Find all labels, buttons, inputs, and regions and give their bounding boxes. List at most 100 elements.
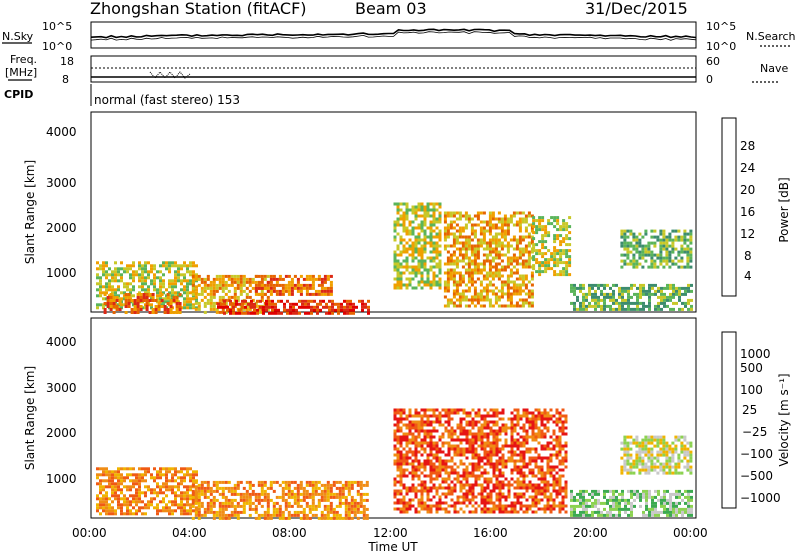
heatmap-cell (302, 492, 306, 496)
heatmap-cell (632, 462, 636, 466)
heatmap-cell (648, 492, 651, 496)
heatmap-cell (480, 510, 484, 514)
heatmap-cell (429, 441, 433, 445)
heatmap-cell (172, 311, 176, 314)
heatmap-cell (537, 489, 541, 493)
heatmap-cell (623, 229, 627, 233)
heatmap-cell (552, 429, 556, 433)
heatmap-cell (443, 214, 447, 218)
heatmap-cell (492, 501, 496, 505)
heatmap-cell (485, 244, 489, 248)
heatmap-cell (96, 467, 99, 471)
heatmap-cell (588, 292, 591, 296)
heatmap-cell (677, 235, 681, 239)
heatmap-cell (340, 302, 343, 306)
heatmap-cell (642, 292, 645, 296)
heatmap-cell (521, 211, 525, 215)
heatmap-cell (447, 450, 451, 454)
heatmap-cell (553, 270, 557, 274)
heatmap-cell (498, 510, 502, 514)
heatmap-cell (464, 241, 468, 245)
heatmap-cell (630, 295, 633, 299)
heatmap-cell (462, 486, 466, 490)
heatmap-cell (215, 277, 219, 281)
heatmap-cell (194, 292, 198, 296)
heatmap-cell (538, 261, 542, 265)
heatmap-cell (308, 277, 312, 281)
heatmap-cell (423, 235, 427, 239)
heatmap-cell (114, 276, 117, 280)
heatmap-cell (543, 477, 547, 481)
heatmap-cell (663, 507, 666, 511)
heatmap-cell (473, 280, 477, 284)
heatmap-cell (471, 471, 475, 475)
heatmap-cell (549, 471, 553, 475)
heatmap-cell (473, 244, 477, 248)
heatmap-cell (251, 483, 255, 487)
heatmap-cell (615, 495, 618, 499)
heatmap-cell (263, 513, 267, 517)
heatmap-cell (153, 491, 156, 495)
heatmap-cell (519, 474, 523, 478)
heatmap-cell (114, 485, 117, 489)
heatmap-cell (559, 258, 563, 262)
heatmap-cell (522, 453, 526, 457)
heatmap-cell (138, 285, 141, 289)
heatmap-cell (402, 226, 406, 230)
heatmap-cell (197, 486, 201, 490)
heatmap-cell (461, 280, 465, 284)
heatmap-cell (512, 253, 516, 257)
heatmap-cell (452, 250, 456, 254)
heatmap-cell (534, 447, 538, 451)
heatmap-cell (468, 423, 472, 427)
heatmap-cell (420, 465, 424, 469)
heatmap-cell (399, 501, 403, 505)
heatmap-cell (531, 486, 535, 490)
heatmap-cell (420, 453, 424, 457)
heatmap-cell (221, 280, 225, 284)
heatmap-cell (209, 286, 213, 290)
heatmap-cell (606, 283, 609, 287)
heatmap-cell (538, 273, 542, 277)
heatmap-cell (455, 247, 459, 251)
heatmap-cell (177, 485, 180, 489)
heatmap-cell (579, 498, 582, 502)
heatmap-cell (350, 483, 354, 487)
heatmap-cell (452, 283, 456, 287)
heatmap-cell (269, 280, 273, 284)
heatmap-cell (453, 504, 457, 508)
heatmap-cell (120, 512, 123, 516)
heatmap-cell (453, 510, 457, 514)
heatmap-cell (555, 483, 559, 487)
heatmap-cell (677, 229, 681, 233)
heatmap-cell (582, 304, 585, 308)
heatmap-cell (310, 308, 313, 312)
heatmap-cell (606, 304, 609, 308)
heatmap-cell (476, 271, 480, 275)
heatmap-cell (675, 292, 678, 296)
heatmap-cell (582, 301, 585, 305)
heatmap-cell (653, 244, 657, 248)
heatmap-cell (624, 307, 627, 311)
heatmap-cell (555, 417, 559, 421)
heatmap-cell (177, 488, 180, 492)
heatmap-cell (245, 295, 249, 299)
heatmap-cell (420, 426, 424, 430)
heatmap-cell (474, 420, 478, 424)
heatmap-cell (447, 414, 451, 418)
heatmap-cell (426, 507, 430, 511)
heatmap-cell (349, 305, 352, 309)
heatmap-cell (620, 241, 624, 245)
noise-panel: N.Sky 10^5 10^0 10^5 10^0 N.Search (2, 20, 796, 53)
heatmap-cell (638, 253, 642, 257)
heatmap-cell (332, 510, 336, 514)
heatmap-cell (411, 253, 415, 257)
heatmap-cell (444, 468, 448, 472)
heatmap-cell (512, 292, 516, 296)
heatmap-cell (426, 456, 430, 460)
heatmap-cell (420, 202, 424, 206)
heatmap-cell (468, 462, 472, 466)
heatmap-cell (329, 495, 333, 499)
heatmap-cell (96, 509, 99, 513)
heatmap-cell (156, 288, 159, 292)
